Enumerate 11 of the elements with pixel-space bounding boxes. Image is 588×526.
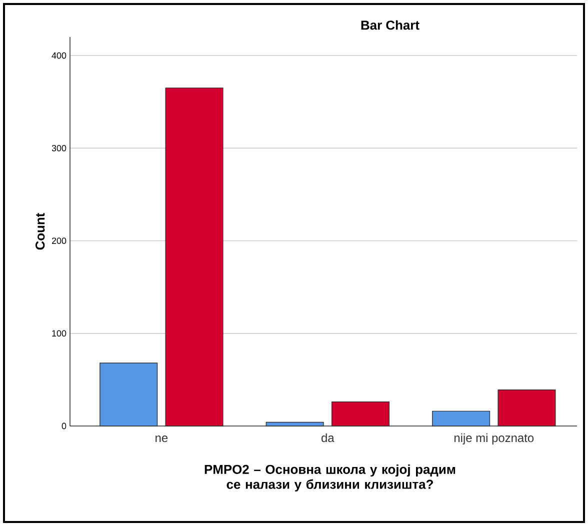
y-tick-label: 300	[52, 144, 66, 152]
x-tick-label: da	[322, 433, 334, 442]
x-axis-title: PMPO2 – Основна школа у којој радим се налази у близини клизишта?	[204, 464, 456, 492]
y-tick-label: 0	[62, 422, 66, 430]
y-tick-label: 400	[52, 52, 66, 59]
x-tick-label: ne	[156, 436, 168, 442]
y-tick-label: 200	[52, 238, 66, 244]
chart-title: Bar Chart	[361, 20, 420, 30]
y-tick-label: 100	[52, 330, 66, 337]
y-axis-title: Count	[36, 212, 45, 250]
x-tick-label: nije mi poznato	[454, 433, 534, 444]
